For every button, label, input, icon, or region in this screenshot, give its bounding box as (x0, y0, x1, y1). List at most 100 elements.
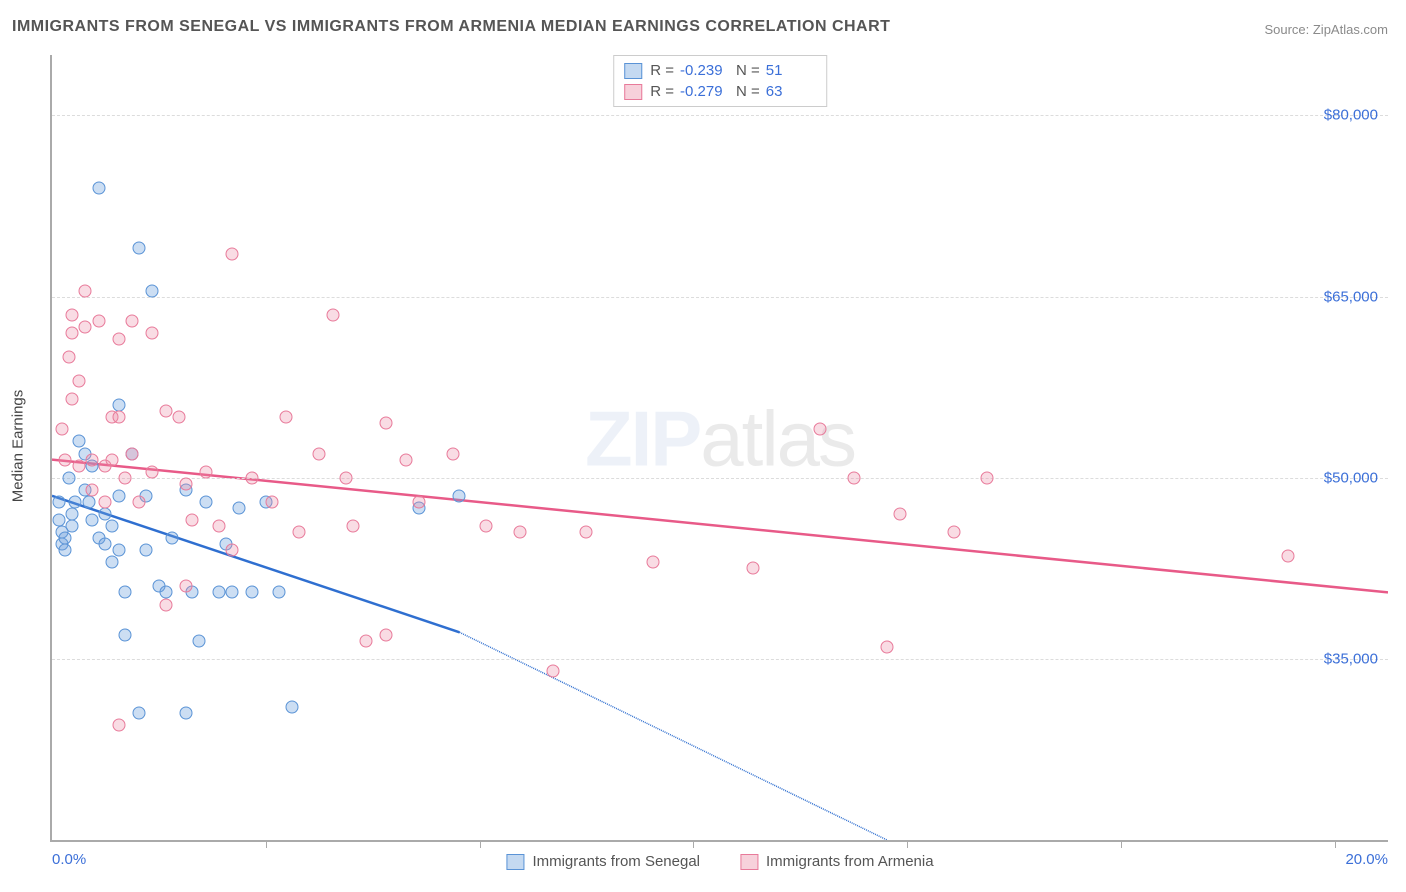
data-point (112, 544, 125, 557)
x-axis-label-right: 20.0% (1345, 851, 1388, 868)
legend-label-senegal: Immigrants from Senegal (532, 853, 700, 870)
data-point (106, 453, 119, 466)
data-point (894, 507, 907, 520)
data-point (112, 489, 125, 502)
x-tick (1121, 840, 1122, 848)
data-point (99, 538, 112, 551)
data-point (580, 526, 593, 539)
data-point (59, 453, 72, 466)
data-point (99, 507, 112, 520)
data-point (233, 501, 246, 514)
data-point (380, 628, 393, 641)
grid-line-h (52, 115, 1388, 116)
data-point (246, 471, 259, 484)
data-point (52, 495, 65, 508)
data-point (132, 242, 145, 255)
data-point (66, 308, 79, 321)
data-point (1281, 550, 1294, 563)
data-point (293, 526, 306, 539)
data-point (52, 513, 65, 526)
data-point (213, 586, 226, 599)
data-point (112, 332, 125, 345)
data-point (446, 447, 459, 460)
data-point (132, 495, 145, 508)
x-tick (266, 840, 267, 848)
data-point (66, 326, 79, 339)
data-point (192, 634, 205, 647)
data-point (79, 284, 92, 297)
data-point (56, 423, 69, 436)
data-point (159, 405, 172, 418)
data-point (86, 513, 99, 526)
plot-area: ZIPatlas R = -0.239 N = 51 R = -0.279 N … (50, 55, 1388, 842)
y-tick-label: $80,000 (1324, 107, 1378, 124)
data-point (126, 447, 139, 460)
swatch-senegal-icon (506, 854, 524, 870)
data-point (213, 520, 226, 533)
data-point (119, 586, 132, 599)
data-point (453, 489, 466, 502)
data-point (326, 308, 339, 321)
watermark-atlas: atlas (700, 394, 855, 482)
data-point (166, 532, 179, 545)
data-point (86, 453, 99, 466)
data-point (881, 640, 894, 653)
r-label: R = (650, 62, 674, 79)
data-point (59, 544, 72, 557)
chart-container: IMMIGRANTS FROM SENEGAL VS IMMIGRANTS FR… (0, 0, 1406, 892)
legend-item-senegal: Immigrants from Senegal (506, 853, 700, 870)
data-point (62, 350, 75, 363)
x-tick (480, 840, 481, 848)
data-point (62, 471, 75, 484)
data-point (179, 580, 192, 593)
data-point (72, 459, 85, 472)
data-point (66, 507, 79, 520)
r-value-senegal: -0.239 (680, 62, 730, 79)
legend-row-senegal: R = -0.239 N = 51 (624, 60, 816, 81)
data-point (380, 417, 393, 430)
data-point (547, 664, 560, 677)
data-point (480, 520, 493, 533)
source-label: Source: ZipAtlas.com (1264, 22, 1388, 37)
data-point (400, 453, 413, 466)
data-point (981, 471, 994, 484)
n-value-senegal: 51 (766, 62, 816, 79)
legend-series: Immigrants from Senegal Immigrants from … (506, 853, 933, 870)
data-point (413, 495, 426, 508)
data-point (86, 483, 99, 496)
swatch-armenia-icon (740, 854, 758, 870)
grid-line-h (52, 659, 1388, 660)
data-point (346, 520, 359, 533)
data-point (266, 495, 279, 508)
data-point (59, 532, 72, 545)
data-point (186, 513, 199, 526)
data-point (947, 526, 960, 539)
data-point (513, 526, 526, 539)
data-point (146, 284, 159, 297)
y-tick-label: $50,000 (1324, 469, 1378, 486)
data-point (112, 399, 125, 412)
data-point (179, 707, 192, 720)
data-point (79, 320, 92, 333)
swatch-senegal (624, 63, 642, 79)
data-point (99, 495, 112, 508)
x-axis-label-left: 0.0% (52, 851, 86, 868)
n-label: N = (736, 62, 760, 79)
data-point (814, 423, 827, 436)
legend-correlation: R = -0.239 N = 51 R = -0.279 N = 63 (613, 55, 827, 107)
data-point (847, 471, 860, 484)
data-point (226, 586, 239, 599)
data-point (747, 562, 760, 575)
data-point (72, 375, 85, 388)
data-point (199, 495, 212, 508)
y-tick-label: $35,000 (1324, 650, 1378, 667)
y-axis-title: Median Earnings (10, 390, 27, 503)
legend-item-armenia: Immigrants from Armenia (740, 853, 934, 870)
data-point (66, 520, 79, 533)
swatch-armenia (624, 84, 642, 100)
trend-lines (52, 55, 1388, 840)
source-link[interactable]: ZipAtlas.com (1313, 22, 1388, 37)
data-point (146, 465, 159, 478)
data-point (126, 314, 139, 327)
data-point (69, 495, 82, 508)
